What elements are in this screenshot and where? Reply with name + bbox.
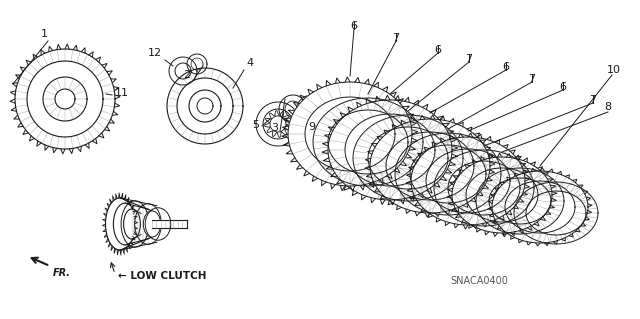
Text: 3: 3 (271, 123, 278, 133)
Text: 7: 7 (392, 33, 399, 43)
Text: 6: 6 (559, 82, 566, 92)
Polygon shape (370, 119, 490, 213)
Polygon shape (476, 168, 564, 234)
Ellipse shape (124, 209, 140, 239)
Text: SNACA0400: SNACA0400 (450, 276, 508, 286)
Polygon shape (395, 133, 501, 215)
Polygon shape (169, 57, 197, 85)
Polygon shape (434, 150, 534, 226)
Polygon shape (189, 90, 221, 122)
Text: 6: 6 (351, 21, 358, 31)
Text: 11: 11 (115, 88, 129, 98)
Text: 10: 10 (607, 65, 621, 75)
Polygon shape (492, 171, 588, 243)
Ellipse shape (113, 203, 136, 245)
Polygon shape (288, 82, 412, 186)
Polygon shape (43, 77, 87, 121)
Text: 7: 7 (589, 95, 596, 105)
Text: 1: 1 (40, 29, 47, 39)
Text: 2: 2 (183, 70, 190, 80)
Ellipse shape (143, 211, 161, 237)
Polygon shape (279, 95, 307, 123)
Polygon shape (167, 68, 243, 144)
Text: 9: 9 (308, 122, 316, 132)
Ellipse shape (106, 198, 134, 250)
Text: 7: 7 (465, 54, 472, 64)
Polygon shape (328, 100, 452, 200)
Text: 12: 12 (148, 48, 162, 58)
Text: 8: 8 (604, 102, 612, 112)
Text: FR.: FR. (53, 268, 71, 278)
Text: 6: 6 (502, 62, 509, 72)
Text: 4: 4 (246, 58, 253, 68)
Polygon shape (27, 61, 103, 137)
Polygon shape (452, 157, 552, 233)
Polygon shape (177, 78, 233, 134)
Polygon shape (256, 102, 300, 146)
Text: 5: 5 (252, 120, 259, 130)
Polygon shape (514, 182, 598, 244)
Polygon shape (15, 49, 115, 149)
Polygon shape (353, 115, 463, 201)
Text: 6: 6 (435, 45, 442, 55)
Text: ← LOW CLUTCH: ← LOW CLUTCH (118, 271, 207, 281)
Polygon shape (411, 137, 525, 225)
Polygon shape (296, 95, 328, 127)
Polygon shape (313, 98, 423, 186)
Text: 7: 7 (529, 74, 536, 84)
